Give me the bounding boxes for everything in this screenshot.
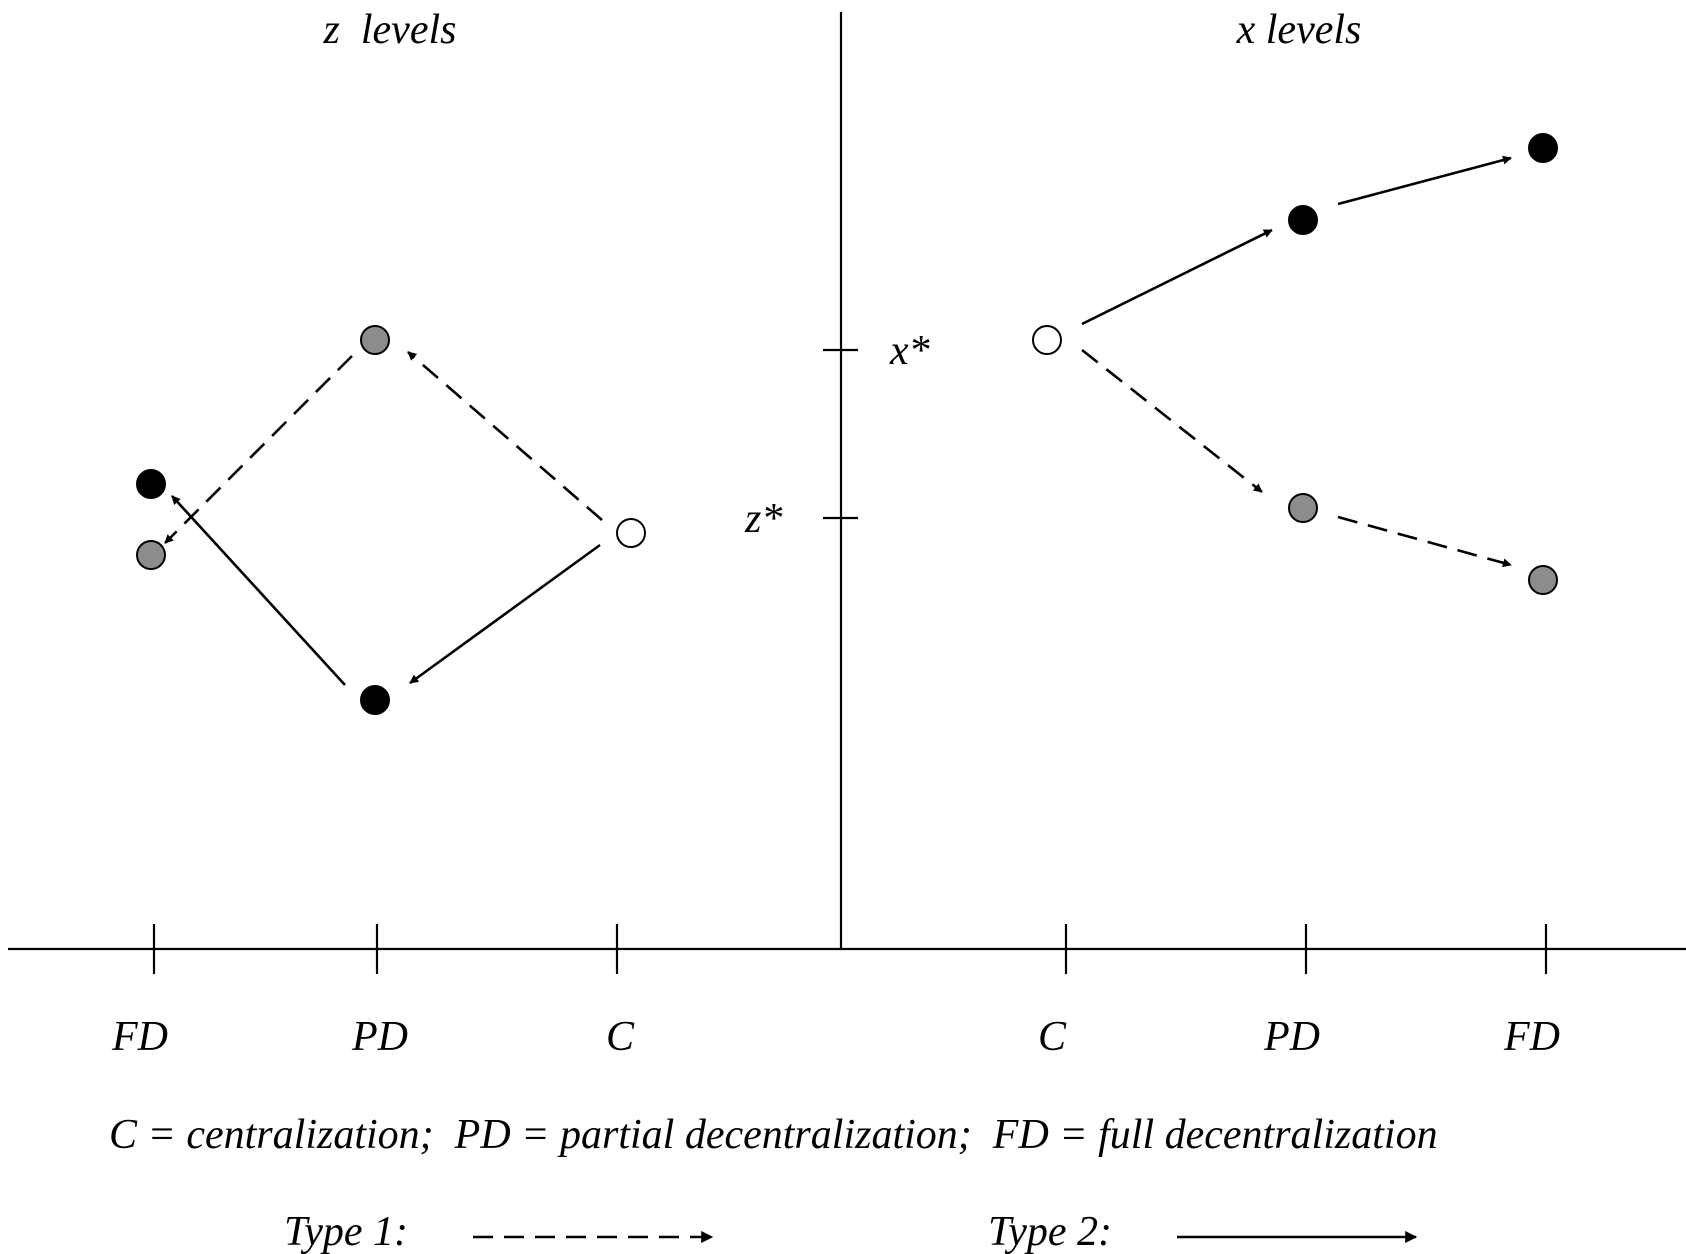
left-category-c: C [606, 1014, 635, 1060]
x-point-type2-fd [1528, 133, 1558, 163]
left-category-fd: FD [111, 1014, 168, 1060]
x-type2-pd-to-fd-arrow [1337, 155, 1512, 206]
z-type2-pd-to-fd-arrow [171, 495, 346, 686]
legend-type2-label: Type 2: [988, 1209, 1112, 1254]
legend-type1-label: Type 1: [284, 1209, 408, 1254]
right-panel-title: x levels [1236, 7, 1362, 53]
x-point-c [1032, 325, 1062, 355]
abbreviation-caption: C = centralization; PD = partial decentr… [109, 1112, 1438, 1158]
right-category-pd: PD [1263, 1014, 1320, 1060]
left-category-pd: PD [351, 1014, 408, 1060]
z-type1-c-to-pd-arrow [407, 351, 603, 521]
z-point-c [616, 518, 646, 548]
z-point-type1-pd [360, 325, 390, 355]
z-star-label: z* [744, 496, 782, 542]
left-panel-title: z levels [323, 7, 457, 53]
x-point-type1-pd [1288, 493, 1318, 523]
x-type1-c-to-pd-arrow [1081, 348, 1263, 494]
right-category-fd: FD [1503, 1014, 1560, 1060]
x-type1-pd-to-fd-arrow [1337, 515, 1512, 568]
x-point-type2-pd [1288, 205, 1318, 235]
z-type1-pd-to-fd-arrow [164, 355, 353, 544]
z-type2-c-to-pd-arrow [409, 543, 601, 685]
right-category-c: C [1038, 1014, 1067, 1060]
z-point-type2-fd [136, 469, 166, 499]
x-point-type1-fd [1528, 565, 1558, 595]
z-point-type2-pd [360, 685, 390, 715]
x-type2-c-to-pd-arrow [1081, 228, 1273, 326]
x-star-label: x* [889, 328, 930, 374]
z-point-type1-fd [136, 540, 166, 570]
